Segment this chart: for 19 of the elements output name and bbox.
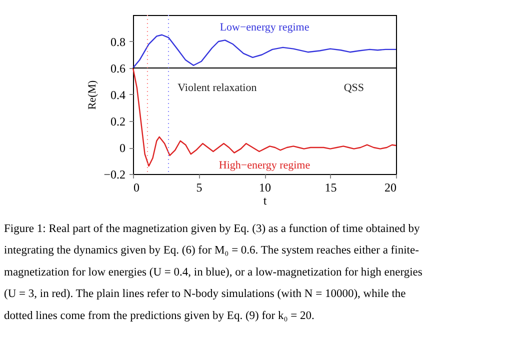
series-label: High−energy regime	[218, 160, 310, 172]
series-label: Low−energy regime	[220, 21, 310, 34]
caption: Figure 1: Real part of the magnetization given by Eq. (3) as a function of time obtained by integrating the dynamics given by Eq. (6) for M₀ = 0.6. The system reaches either a finite-magnetization for low energies (U = 0.4, in blue), or a low-magnetization for high energies (U = 3, in red). The plain lines refer to N-body simulations (with N = 10000), while the dotted lines come from the predictions given by Eq. (9) for k₀ = 20.	[4, 223, 423, 322]
x-tick-label: 20	[384, 180, 396, 194]
y-tick-label: −0.2	[104, 168, 126, 182]
y-tick-label: 0.6	[110, 62, 126, 76]
annotation: Violent relaxation	[178, 82, 258, 94]
annotation: QSS	[344, 82, 364, 94]
x-tick-label: 15	[324, 180, 337, 194]
x-tick-label: 0	[134, 180, 140, 194]
x-axis-title: t	[263, 194, 268, 208]
x-tick-label: 10	[259, 180, 271, 194]
y-tick-label: 0.4	[110, 88, 126, 102]
y-tick-label: 0.8	[110, 35, 126, 49]
y-tick-label: 0	[120, 141, 126, 155]
y-tick-label: 0.2	[110, 114, 126, 128]
line-series	[132, 34, 397, 69]
x-tick-label: 5	[196, 180, 202, 194]
y-axis-title: Re(M)	[86, 80, 99, 110]
